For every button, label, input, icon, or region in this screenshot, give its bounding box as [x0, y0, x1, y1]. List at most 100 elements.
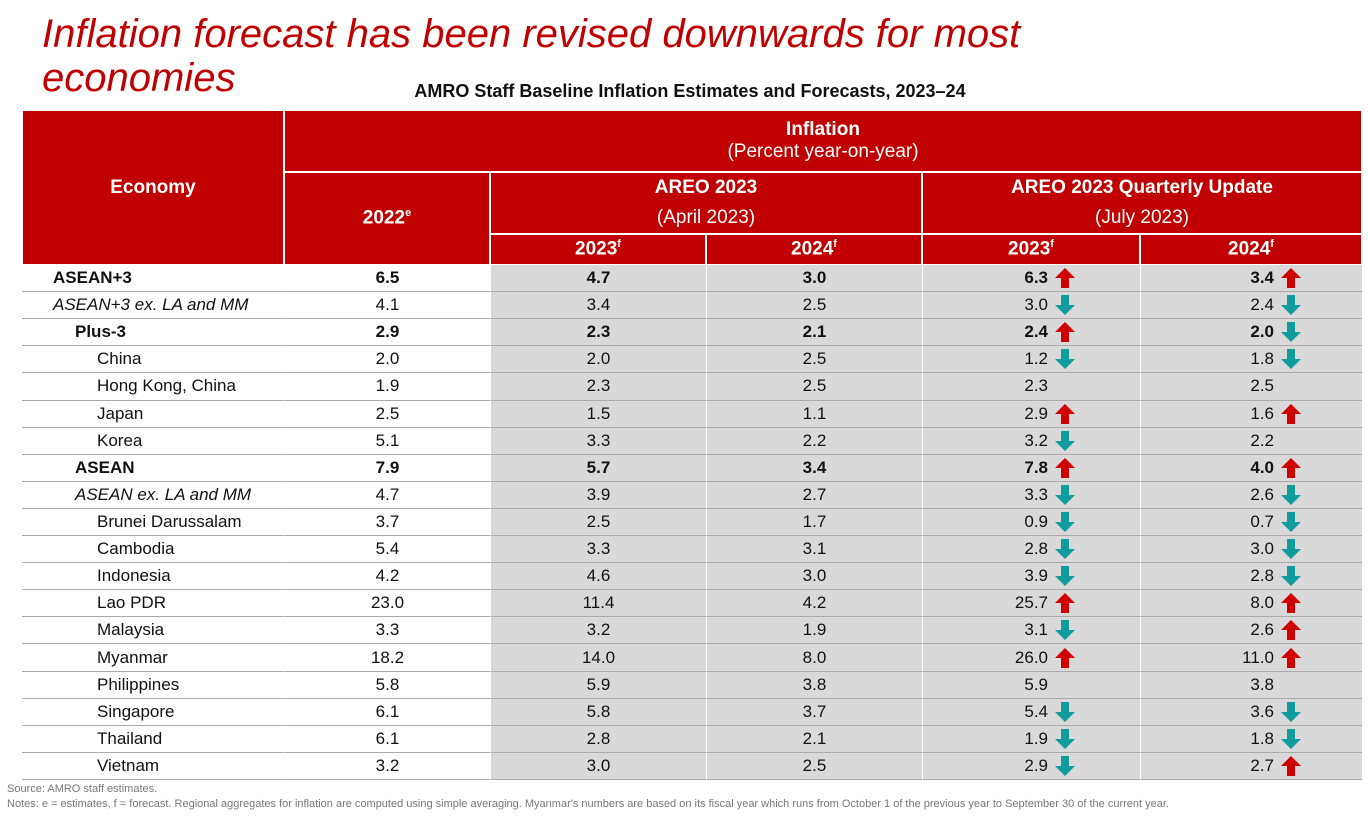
value: 3.3 — [1024, 484, 1048, 504]
up-arrow — [1281, 620, 1301, 641]
arrow-shape — [1281, 511, 1301, 532]
value: 2.6 — [1250, 484, 1274, 504]
economy-header: Economy — [22, 110, 284, 265]
year-wrap: 2023f — [491, 238, 705, 260]
value-cell: 2.7 — [706, 481, 922, 509]
value-cell: 4.0 — [1140, 454, 1362, 482]
value: 3.4 — [586, 295, 611, 315]
value: 5.9 — [1024, 674, 1048, 694]
down-arrow — [1055, 511, 1075, 532]
value-cell: 6.3 — [922, 265, 1140, 293]
arrow-shape — [1281, 403, 1301, 424]
value: 8.0 — [802, 647, 827, 667]
arrow-shape — [1281, 647, 1301, 668]
down-arrow — [1055, 566, 1075, 587]
value: 2.8 — [1250, 566, 1274, 586]
arrow-shape — [1281, 566, 1301, 587]
down-arrow — [1055, 620, 1075, 641]
year-sup: f — [833, 238, 837, 251]
value-cell: 2.5 — [490, 508, 706, 537]
value: 26.0 — [1014, 647, 1048, 667]
value: 2.5 — [802, 349, 827, 369]
value-cell: 2.5 — [706, 373, 922, 401]
down-arrow — [1055, 701, 1075, 722]
year-header: 2024f — [706, 234, 922, 265]
arrow-shape — [1055, 566, 1075, 587]
value-cell: 3.2 — [490, 617, 706, 645]
year-wrap: 2024f — [1141, 238, 1361, 260]
value: 1.2 — [1024, 349, 1048, 369]
down-arrow — [1281, 295, 1301, 316]
year-header: 2024f — [1140, 234, 1362, 265]
value: 2.6 — [1250, 620, 1274, 640]
title: Inflation forecast has been revised down… — [42, 12, 1021, 100]
value: 1.9 — [375, 376, 400, 396]
value: 8.0 — [1250, 593, 1274, 613]
value-cell: 18.2 — [284, 644, 490, 672]
up-arrow — [1281, 268, 1301, 289]
edition-sublabel: (April 2023) — [656, 207, 756, 228]
arrow-shape — [1281, 620, 1301, 641]
value-cell: 11.0 — [1140, 644, 1362, 672]
year: 2023 — [1008, 238, 1051, 260]
value: 3.3 — [586, 430, 611, 450]
up-arrow — [1281, 403, 1301, 424]
value-cell: 2.7 — [1140, 752, 1362, 780]
value: 4.0 — [1250, 457, 1274, 477]
economy-cell: ASEAN ex. LA and MM — [22, 481, 284, 509]
value: 6.1 — [375, 728, 400, 748]
value: 2.3 — [1024, 376, 1048, 396]
value: 3.7 — [375, 511, 400, 531]
value-cell: 2.4 — [922, 319, 1140, 347]
value-cell: 3.0 — [1140, 536, 1362, 564]
value-cell: 3.1 — [922, 617, 1140, 645]
value: 2.5 — [802, 755, 827, 775]
value-cell: 4.2 — [284, 563, 490, 591]
up-arrow — [1055, 268, 1075, 289]
value-cell: 6.1 — [284, 725, 490, 753]
value: 3.3 — [586, 539, 611, 559]
value: 25.7 — [1014, 593, 1048, 613]
value-cell: 1.7 — [706, 508, 922, 537]
up-arrow — [1055, 322, 1075, 343]
value-cell: 2.5 — [706, 752, 922, 780]
arrow-shape — [1055, 268, 1075, 289]
value: 4.6 — [586, 566, 611, 586]
value-cell: 1.5 — [490, 400, 706, 428]
value: 2.2 — [1250, 430, 1274, 450]
value-cell: 3.0 — [706, 265, 922, 293]
economy-cell: Cambodia — [22, 536, 284, 564]
value: 0.7 — [1250, 511, 1274, 531]
value: 4.7 — [375, 484, 400, 504]
value: 3.0 — [802, 566, 827, 586]
arrow-shape — [1055, 322, 1075, 343]
value: 2.5 — [1250, 376, 1274, 396]
value-cell: 7.9 — [284, 454, 490, 482]
down-arrow — [1281, 484, 1301, 505]
economy-cell: Japan — [22, 400, 284, 428]
economy-cell: Brunei Darussalam — [22, 508, 284, 537]
value-cell: 26.0 — [922, 644, 1140, 672]
value: 1.8 — [1250, 728, 1274, 748]
value: 11.4 — [582, 593, 615, 613]
value: 2.7 — [802, 484, 827, 504]
value-cell: 5.7 — [490, 454, 706, 482]
value: 11.0 — [1242, 647, 1274, 667]
down-arrow — [1055, 430, 1075, 451]
economy-cell: ASEAN — [22, 454, 284, 482]
economy-cell: Lao PDR — [22, 590, 284, 618]
value: 2.3 — [586, 322, 611, 342]
arrow-shape — [1055, 755, 1075, 776]
arrow-shape — [1281, 593, 1301, 614]
value-cell: 2.0 — [490, 346, 706, 374]
down-arrow — [1055, 755, 1075, 776]
value-cell: 2.5 — [284, 400, 490, 428]
value-cell: 3.4 — [1140, 265, 1362, 293]
value: 6.1 — [375, 701, 400, 721]
economy-cell: Korea — [22, 427, 284, 455]
value: 0.9 — [1024, 511, 1048, 531]
value: 3.0 — [1024, 295, 1048, 315]
value: 1.6 — [1250, 403, 1274, 423]
value: 5.4 — [375, 539, 400, 559]
value-cell: 5.8 — [284, 671, 490, 699]
